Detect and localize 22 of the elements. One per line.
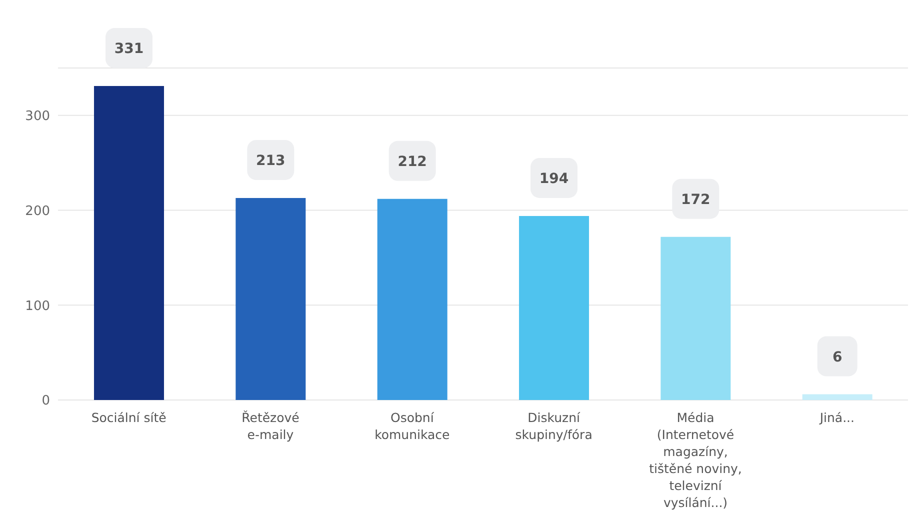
x-tick-label: Osobní komunikace: [374, 410, 450, 442]
x-tick-label: Média (Internetové magazíny, tištěné noviny, televizní vysílání...): [649, 410, 742, 510]
bar: [519, 216, 589, 400]
bar: [236, 198, 306, 400]
data-label: 194: [539, 170, 569, 187]
bar: [802, 394, 872, 400]
data-label: 212: [398, 154, 427, 170]
y-tick-label: 0: [42, 394, 50, 409]
data-label: 6: [832, 349, 842, 366]
bar: [94, 86, 164, 400]
data-label: 213: [256, 152, 286, 169]
bar: [660, 236, 731, 400]
y-tick-label: 300: [25, 109, 50, 124]
data-label: 331: [114, 41, 144, 58]
y-tick-label: 200: [25, 204, 50, 219]
x-tick-label: Diskuzní skupiny/fóra: [515, 410, 592, 442]
y-tick-label: 100: [25, 298, 50, 314]
bar: [377, 198, 448, 400]
x-tick-label: Sociální sítě: [91, 410, 167, 425]
data-label: 172: [681, 192, 710, 208]
x-tick-label: Řetězové e-maily: [242, 410, 300, 442]
x-tick-label: Jiná...: [818, 410, 855, 425]
